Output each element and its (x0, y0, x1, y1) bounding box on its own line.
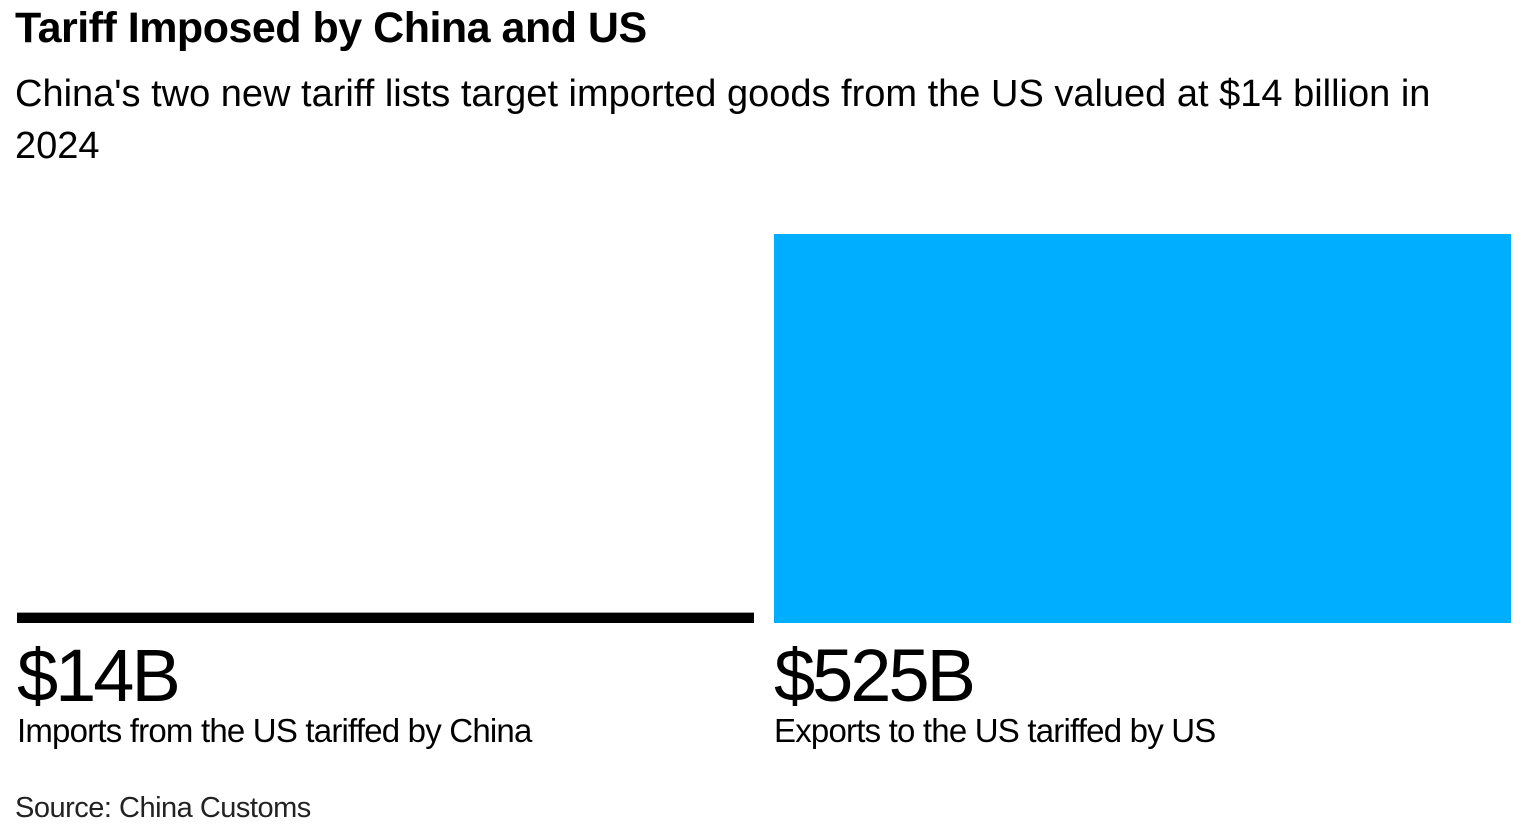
source-note: Source: China Customs (15, 792, 311, 824)
value-label-china: $14B (17, 634, 181, 717)
chart-title: Tariff Imposed by China and US (15, 4, 647, 52)
chart-subtitle: China's two new tariff lists target impo… (15, 73, 1431, 167)
bar-us-exports (774, 234, 1511, 623)
category-label-china: Imports from the US tariffed by China (17, 712, 532, 749)
category-label-us: Exports to the US tariffed by US (774, 712, 1216, 749)
bar-china-imports (17, 612, 754, 623)
value-label-us: $525B (774, 634, 976, 717)
